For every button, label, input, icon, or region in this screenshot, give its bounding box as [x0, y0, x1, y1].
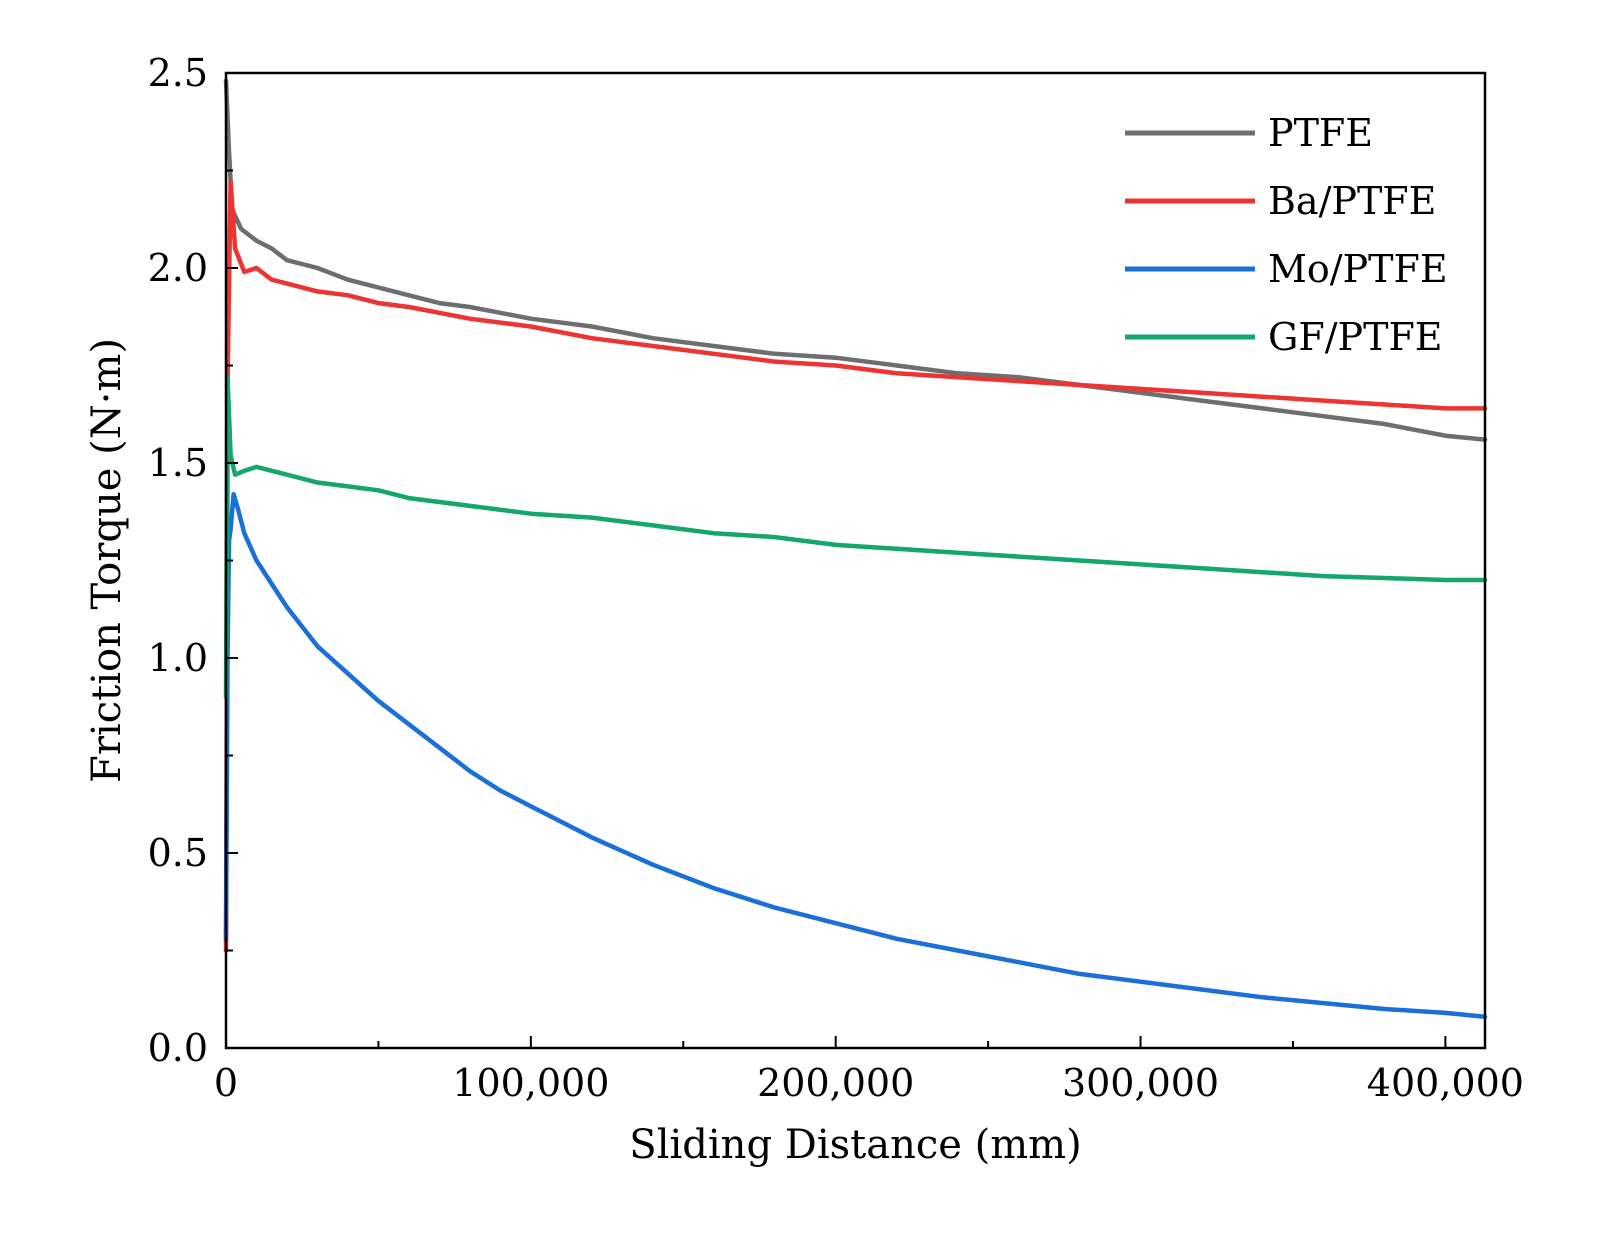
- y-axis-title: Friction Torque (N·m): [84, 338, 130, 783]
- legend-label-gf-ptfe: GF/PTFE: [1268, 315, 1443, 359]
- y-tick-label: 1.0: [148, 636, 208, 680]
- series-line-ba-ptfe: [223, 179, 1488, 953]
- x-tick-label: 200,000: [757, 1061, 914, 1105]
- series-line-mo-ptfe: [223, 491, 1488, 1020]
- legend: PTFE Ba/PTFE Mo/PTFE GF/PTFE: [1125, 111, 1448, 359]
- ticks-layer: 0 100,000 200,000 300,000 400,000 0.0 0.5 1.0 1.…: [148, 51, 1524, 1105]
- x-tick-label: 100,000: [452, 1061, 609, 1105]
- legend-label-mo-ptfe: Mo/PTFE: [1268, 247, 1448, 291]
- legend-label-ptfe: PTFE: [1268, 111, 1373, 155]
- x-tick-label: 300,000: [1062, 1061, 1219, 1105]
- y-tick-label: 0.5: [148, 831, 208, 875]
- series-layer: [223, 78, 1488, 1020]
- y-tick-label: 0.0: [148, 1026, 208, 1070]
- y-tick-label: 1.5: [148, 441, 208, 485]
- y-tick-label: 2.5: [148, 51, 208, 95]
- series-line-ptfe: [223, 78, 1488, 442]
- x-axis-title: Sliding Distance (mm): [629, 1122, 1081, 1168]
- x-tick-label: 400,000: [1367, 1061, 1524, 1105]
- x-tick-label: 0: [214, 1061, 238, 1105]
- y-tick-label: 2.0: [148, 246, 208, 290]
- series-line-gf-ptfe: [223, 374, 1488, 700]
- legend-label-ba-ptfe: Ba/PTFE: [1268, 179, 1436, 223]
